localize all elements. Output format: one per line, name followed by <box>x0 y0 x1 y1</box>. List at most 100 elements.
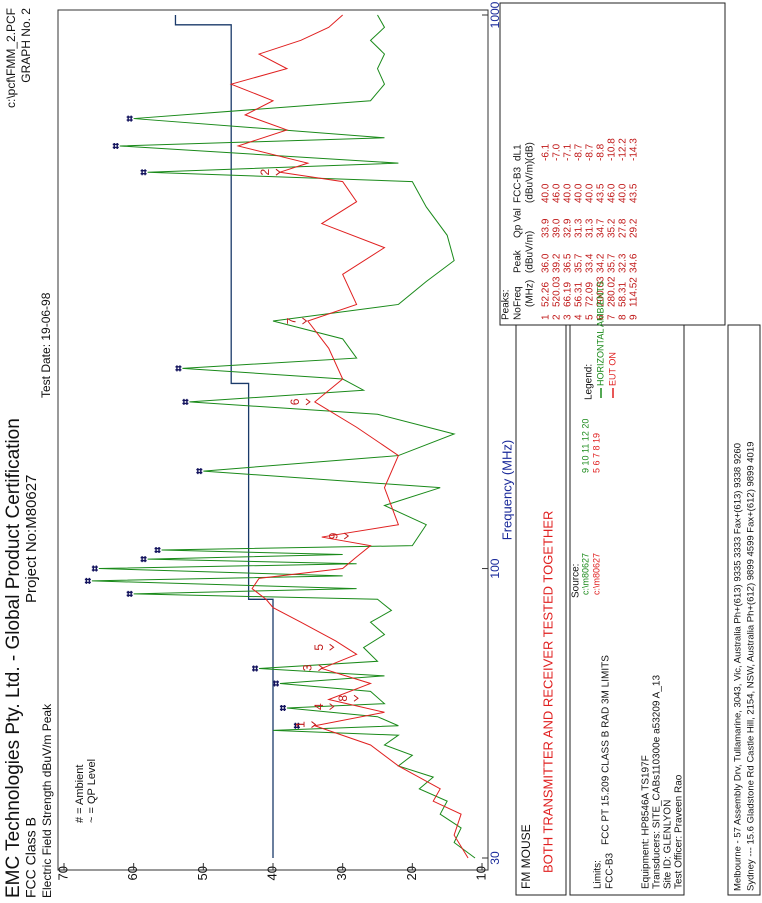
equipment-line: Site ID: GLENLYON <box>663 800 674 889</box>
peak-label: 6 <box>288 398 302 405</box>
y-tick-label: 60 <box>125 866 140 880</box>
y-tick-label: 30 <box>334 866 349 880</box>
table-cell: 40.0 <box>574 183 585 203</box>
legend-label: EUT ON <box>607 352 617 386</box>
footer-line: Melbourne - 57 Assembly Drv, Tullamarine… <box>733 443 744 891</box>
ambient-marker <box>175 365 182 372</box>
table-cell: 6 <box>596 314 607 320</box>
project: Project No:M80627 <box>23 475 40 603</box>
legend-label: HORIZONTAL AMBIENTS <box>595 281 605 386</box>
source-files: 9 10 11 12 20 <box>580 419 590 473</box>
source-files: 5 6 7 8 19 <box>591 433 601 473</box>
ambient-marker <box>91 565 98 572</box>
ambient-marker <box>112 142 119 149</box>
ambient-marker <box>196 468 203 475</box>
peak-label: 4 <box>312 703 326 710</box>
table-cell: 40.0 <box>585 183 596 203</box>
table-cell: 58.31 <box>618 282 629 307</box>
ambient-marker <box>272 680 279 687</box>
trace <box>91 14 476 859</box>
table-cell: 32.3 <box>618 253 629 273</box>
table-header: Qp Val <box>513 208 524 238</box>
source-title: Source: <box>571 564 582 598</box>
table-cell: 43.5 <box>596 183 607 203</box>
table-unit: (dBuV/m) <box>525 161 536 203</box>
table-unit: (MHz) <box>525 280 536 307</box>
table-cell: 39.0 <box>552 218 563 238</box>
peak-label: 7 <box>285 317 299 324</box>
table-cell: 9 <box>629 314 640 320</box>
y-tick-label: 40 <box>264 866 279 880</box>
peak-label: 9 <box>326 532 340 539</box>
limit-line <box>174 15 274 858</box>
table-cell: 46.0 <box>552 183 563 203</box>
table-cell: 56.31 <box>574 282 585 307</box>
qp-marker <box>353 694 359 702</box>
qp-marker <box>329 703 335 711</box>
table-cell: -7.1 <box>563 143 574 161</box>
ambient-marker <box>154 547 161 554</box>
table-cell: 40.0 <box>563 183 574 203</box>
table-cell: 66.19 <box>563 282 574 307</box>
qp-marker <box>329 643 335 651</box>
ambient-marker <box>182 398 189 405</box>
ambient-marker <box>126 590 133 597</box>
table-cell: -8.7 <box>574 143 585 161</box>
limit-desc: FCC PT 15.209 CLASS B RAD 3M LIMITS <box>601 655 612 845</box>
table-cell: 7 <box>607 314 618 320</box>
description: BOTH TRANSMITTER AND RECEIVER TESTED TOG… <box>540 511 555 873</box>
table-cell: 114.52 <box>629 277 640 307</box>
table-cell: 3 <box>563 314 574 320</box>
peak-label: 1 <box>294 721 308 728</box>
table-cell: 36.5 <box>563 253 574 273</box>
standard: FCC Class B <box>23 817 39 898</box>
table-unit: (dBuV/m) <box>525 231 536 273</box>
trace <box>229 14 469 859</box>
company: EMC Technologies Pty. Ltd. - Global Prod… <box>3 418 24 898</box>
x-tick-label: 1000 <box>488 1 502 28</box>
peak-label: 5 <box>312 644 326 651</box>
table-cell: 8 <box>618 314 629 320</box>
qp-marker <box>311 721 317 728</box>
table-cell: 72.09 <box>585 282 596 307</box>
table-cell: -7.0 <box>552 143 563 161</box>
graph-number: GRAPH No. 2 <box>19 8 33 83</box>
y-tick-label: 10 <box>473 866 488 880</box>
y-tick-label: 20 <box>404 866 419 880</box>
table-cell: 39.2 <box>552 253 563 273</box>
equipment-line: Equipment: HP8546A TS197F <box>641 755 652 889</box>
peaks-box <box>499 2 726 326</box>
table-header: FCC-B3 <box>513 166 524 203</box>
table-cell: 280.02 <box>607 276 618 307</box>
limits-title: Limits: <box>593 860 604 889</box>
qp-marker <box>318 664 324 672</box>
table-unit: (dB) <box>525 142 536 161</box>
file: c:\pcf\FMM_2.PCF <box>4 8 18 108</box>
table-cell: 5 <box>585 314 596 320</box>
table-cell: 35.7 <box>607 253 618 273</box>
x-tick-label: 30 <box>488 851 502 865</box>
table-cell: 33.4 <box>585 253 596 273</box>
source-path: c:\m80627 <box>591 553 601 595</box>
table-cell: 34.7 <box>596 218 607 238</box>
table-cell: 40.0 <box>541 183 552 203</box>
table-cell: 29.2 <box>629 218 640 238</box>
table-cell: -8.7 <box>585 143 596 161</box>
table-cell: -12.2 <box>618 138 629 161</box>
table-cell: 36.0 <box>541 253 552 273</box>
footer-box <box>727 324 761 896</box>
x-axis-title: Frequency (MHz) <box>499 440 514 540</box>
ambient-marker <box>279 704 286 711</box>
legend-title: Legend: <box>584 364 595 400</box>
table-cell: 32.9 <box>563 218 574 238</box>
product: FM MOUSE <box>519 824 533 889</box>
table-cell: 31.3 <box>585 218 596 238</box>
table-header: Freq <box>513 286 524 307</box>
peak-label: 3 <box>301 664 315 671</box>
table-cell: -8.8 <box>596 143 607 161</box>
table-cell: 35.7 <box>574 253 585 273</box>
test-date: Test Date: 19-06-98 <box>39 292 53 398</box>
table-cell: -6.1 <box>541 143 552 161</box>
